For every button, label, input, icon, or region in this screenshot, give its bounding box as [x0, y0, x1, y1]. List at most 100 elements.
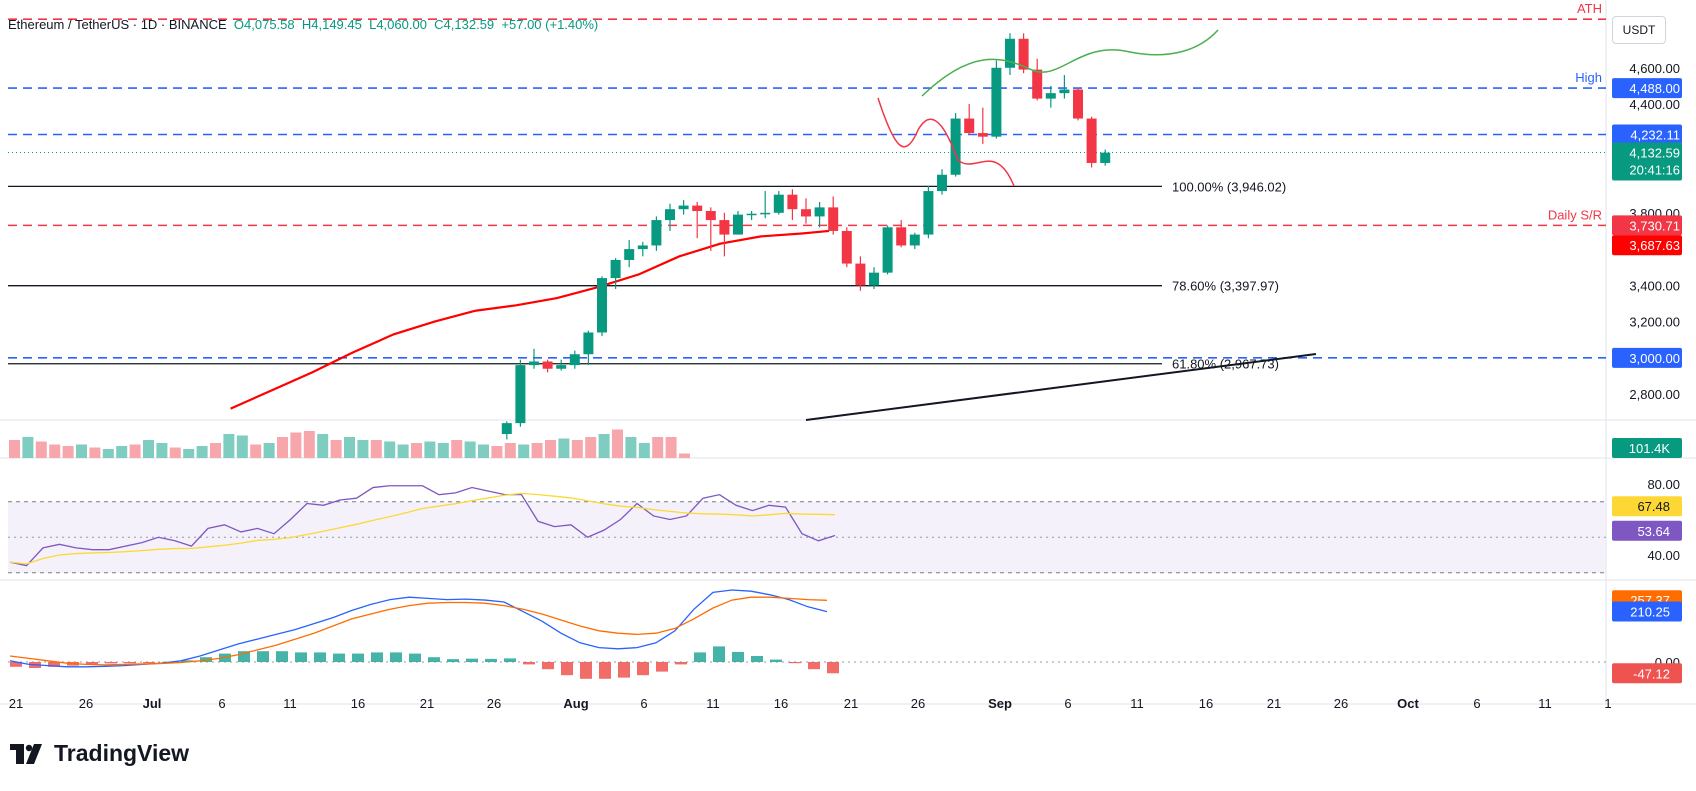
time-tick-10: 11 — [706, 696, 720, 711]
candle-body-34 — [964, 118, 975, 134]
macd-hist-27 — [523, 662, 535, 665]
candle-body-41 — [1059, 89, 1070, 94]
macd-hist-39 — [751, 656, 763, 662]
volume-bar-39 — [531, 443, 543, 458]
volume-bar-16 — [223, 434, 235, 458]
candle-body-14 — [692, 205, 703, 212]
candle-body-31 — [923, 191, 934, 235]
volume-bar-32 — [437, 443, 449, 458]
currency-button[interactable]: USDT — [1612, 16, 1666, 44]
macd-hist-20 — [390, 652, 402, 662]
candle-body-5 — [569, 354, 580, 366]
macd-hist-32 — [618, 662, 630, 678]
tradingview-brand[interactable]: TradingView — [10, 740, 189, 767]
time-tick-19: 26 — [1334, 696, 1348, 711]
time-tick-14: Sep — [988, 696, 1012, 711]
time-tick-4: 11 — [283, 696, 297, 711]
candle-body-2 — [529, 361, 539, 366]
rsi-ma-tag: 67.48 — [1637, 499, 1670, 514]
candle-body-38 — [1018, 38, 1029, 70]
macd-hist-15 — [295, 652, 307, 662]
candlestick-series[interactable] — [501, 33, 1111, 440]
volume-bar-13 — [183, 449, 195, 458]
macd-hist-14 — [276, 651, 288, 662]
macd-hist-43 — [827, 662, 839, 674]
close-value: C4,132.59 — [434, 17, 495, 32]
volume-bar-17 — [236, 435, 248, 458]
volume-bar-48 — [652, 437, 664, 458]
volume-bars — [9, 429, 690, 458]
level-tag-3: 3,730.71 — [1629, 218, 1680, 233]
price-tick-3: 3,400.00 — [1629, 278, 1680, 293]
volume-bar-40 — [545, 440, 556, 458]
candle-body-13 — [678, 205, 689, 210]
candle-body-7 — [597, 278, 607, 333]
projection-paths — [877, 29, 1219, 187]
macd-hist-28 — [542, 662, 554, 670]
candle-body-0 — [501, 423, 512, 435]
macd-hist-23 — [447, 659, 459, 662]
candle-body-21 — [787, 194, 798, 210]
level-tag-bg-1 — [1612, 78, 1682, 99]
candle-body-11 — [651, 220, 662, 246]
candle-body-17 — [733, 214, 743, 235]
volume-bar-25 — [344, 437, 355, 458]
rsi-line — [9, 485, 836, 567]
ema-tag-bg — [1612, 235, 1682, 256]
macd-hist-12 — [238, 651, 250, 662]
volume-bar-34 — [464, 441, 476, 458]
candle-body-3 — [542, 361, 553, 369]
volume-bar-41 — [558, 438, 570, 458]
last-price-tag-bg — [1612, 142, 1682, 181]
volume-bar-14 — [196, 446, 208, 458]
candle-body-42 — [1073, 89, 1083, 119]
open-value: O4,075.58 — [233, 17, 295, 32]
volume-bar-0 — [9, 440, 20, 458]
time-tick-5: 16 — [351, 696, 365, 711]
volume-bar-9 — [129, 444, 141, 458]
rsi-tag-bg — [1612, 520, 1682, 541]
volume-bar-36 — [491, 446, 503, 458]
candle-body-9 — [624, 249, 635, 260]
ema-series — [230, 229, 830, 410]
volume-bar-5 — [76, 444, 87, 458]
macd-hist-22 — [428, 657, 440, 662]
candle-body-4 — [556, 365, 567, 369]
candle-body-37 — [1005, 38, 1015, 68]
macd-hist-38 — [732, 651, 744, 662]
volume-bar-10 — [143, 440, 154, 458]
time-tick-13: 26 — [911, 696, 925, 711]
ema-line — [230, 229, 830, 410]
macd-hist-17 — [333, 653, 345, 662]
macd-hist-0 — [10, 662, 22, 667]
candle-body-23 — [814, 207, 825, 217]
high-value: H4,149.45 — [301, 17, 362, 32]
volume-bar-15 — [210, 443, 221, 458]
bullish-projection — [921, 29, 1219, 97]
countdown-tag: 20:41:16 — [1629, 163, 1680, 178]
brand-name: TradingView — [54, 740, 190, 766]
symbol-label[interactable]: Ethereum / TetherUS · 1D · BINANCE — [8, 17, 227, 32]
macd-hist-13 — [257, 651, 269, 662]
volume-bar-26 — [357, 440, 369, 458]
volume-bar-24 — [330, 440, 342, 458]
volume-bar-38 — [518, 444, 530, 458]
macd-hist-24 — [466, 658, 478, 662]
level-tag-2: 4,232.11 — [1630, 128, 1680, 143]
volume-bar-21 — [290, 432, 302, 458]
candle-body-29 — [896, 227, 907, 246]
macd-hist-30 — [580, 662, 592, 679]
macd-hist-42 — [808, 662, 820, 670]
macd-hist-5 — [105, 662, 117, 664]
time-axis[interactable]: 21 26 Jul 6 11 16 21 26 Aug 6 11 16 21 26 Sep 6 11 16 21 26… — [9, 696, 1612, 711]
candle-body-39 — [1032, 69, 1043, 99]
macd-hist-18 — [352, 653, 364, 662]
macd-tag-bg — [1612, 601, 1682, 622]
candle-body-24 — [828, 207, 839, 231]
time-tick-6: 21 — [420, 696, 434, 711]
level-label-3: Daily S/R — [1548, 207, 1602, 222]
trendlines — [805, 353, 1317, 421]
rsi-ma-tag-bg — [1612, 496, 1682, 517]
